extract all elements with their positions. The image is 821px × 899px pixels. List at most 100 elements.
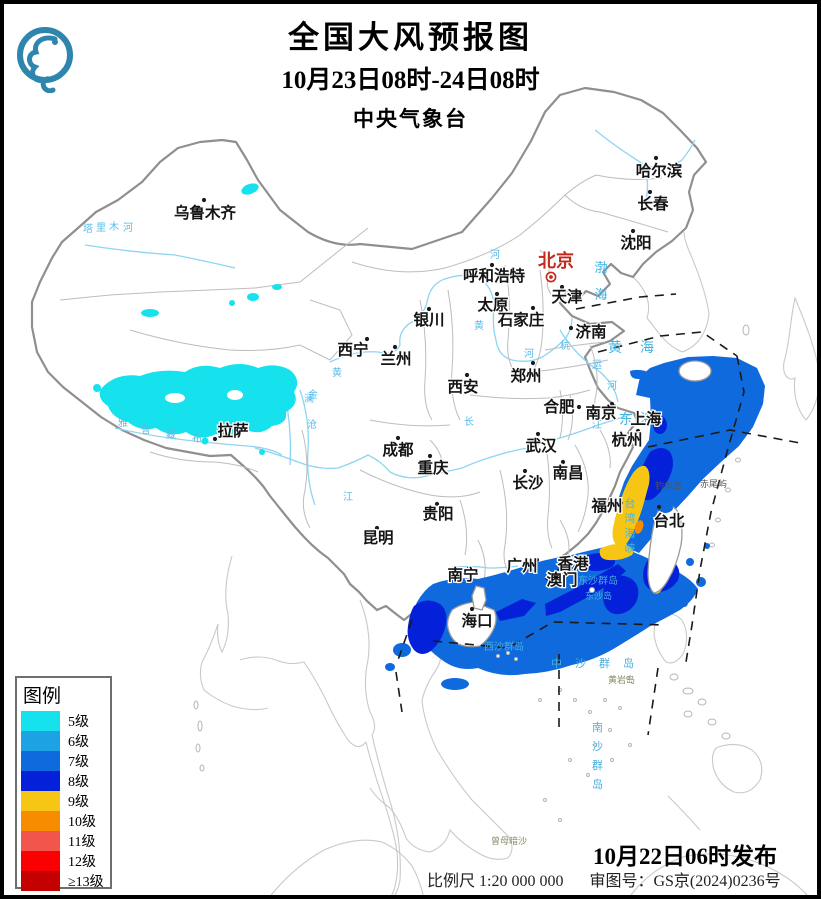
- city-dot: [655, 413, 661, 419]
- legend-swatch: [21, 851, 60, 871]
- legend-items: 5级 6级 7级 8级 9级 10级 11级 12级 ≥13级: [21, 711, 110, 891]
- page-title: 全国大风预报图: [288, 20, 533, 55]
- city-label: 南昌: [552, 463, 583, 482]
- city-dot: [576, 404, 582, 410]
- wind-area-level9-taiwan-strait: [612, 465, 650, 548]
- river-label: 澜: [304, 393, 314, 405]
- city-label: 重庆: [417, 458, 449, 477]
- wind-area-level10-spot: [634, 520, 644, 534]
- page-subtitle: 10月23日08时-24日08时: [281, 67, 540, 94]
- river-label: 金: [308, 388, 318, 401]
- city-dot: [534, 557, 540, 563]
- river-label: 塔: [83, 222, 93, 235]
- city-dot: [630, 228, 636, 234]
- city-label: 南宁: [447, 565, 478, 584]
- legend-swatch: [21, 871, 60, 891]
- legend-swatch: [21, 831, 60, 851]
- city-label: 哈尔滨: [636, 161, 683, 180]
- river-label: 沧: [307, 418, 317, 431]
- city-dot: [560, 459, 566, 465]
- city-dot: [427, 453, 433, 459]
- city-label: 天津: [551, 288, 583, 306]
- city-dot: [535, 431, 541, 437]
- city-dot: [618, 500, 624, 506]
- city-dot: [559, 284, 565, 290]
- city-label: 上海: [630, 409, 662, 428]
- city-dot: [530, 360, 536, 366]
- river-label: 江: [592, 419, 602, 431]
- river-label: 杭: [560, 339, 570, 352]
- legend-swatch: [21, 791, 60, 811]
- isl-label: 黄岩岛: [608, 674, 635, 685]
- legend-item-label: 10级: [68, 815, 96, 830]
- river-label: 河: [490, 249, 500, 261]
- approval-label: 审图号：GS京(2024)0236号: [589, 873, 781, 890]
- city-label: 昆明: [362, 529, 393, 547]
- river-label: 江: [343, 491, 353, 503]
- capital-label: 北京: [538, 250, 574, 271]
- city-dot: [434, 501, 440, 507]
- legend-item: 6级: [21, 731, 110, 751]
- river-labels-layer: 塔里木河黄河河黄金江长 江雅鲁藏布杭运河澜沧: [83, 221, 617, 503]
- sea-label: 渤海: [594, 260, 607, 302]
- river-label: 藏: [166, 429, 176, 441]
- city-dot: [212, 436, 218, 442]
- city-label: 西宁: [337, 340, 368, 359]
- legend-swatch: [21, 751, 60, 771]
- wind-area-level7-east-china-sea: [616, 356, 765, 553]
- city-dot: [466, 565, 472, 571]
- legend-item: 11级: [21, 831, 110, 851]
- river-label: 里: [96, 222, 106, 234]
- city-dot: [489, 262, 495, 268]
- river-label: 鲁: [141, 423, 151, 436]
- legend-item-label: 9级: [68, 795, 89, 810]
- legend-swatch: [21, 811, 60, 831]
- legend-item: 7级: [21, 751, 110, 771]
- city-label: 福州: [590, 496, 622, 515]
- city-label: 南京: [585, 403, 616, 422]
- city-dot: [635, 428, 641, 434]
- isl-label: 东沙群岛: [578, 574, 618, 587]
- city-label: 太原: [477, 295, 508, 314]
- city-dot: [609, 401, 615, 407]
- legend-item: 10级: [21, 811, 110, 831]
- river-label: 河: [607, 380, 617, 392]
- legend-item: 9级: [21, 791, 110, 811]
- legend-panel: 图例 5级 6级 7级 8级 9级 10级 11级 12级 ≥13级: [15, 676, 112, 891]
- river-label: 雅: [118, 416, 128, 429]
- cma-logo-icon: [15, 17, 75, 98]
- river-label: 黄: [332, 366, 342, 379]
- city-label: 贵阳: [422, 504, 453, 523]
- city-label: 广州: [506, 556, 537, 575]
- isl-label: 曾母暗沙: [491, 835, 527, 846]
- legend-swatch: [21, 731, 60, 751]
- city-dot: [544, 575, 550, 581]
- city-label: 乌鲁木齐: [174, 203, 237, 222]
- city-dot: [374, 525, 380, 531]
- city-dot: [201, 197, 207, 203]
- beijing-capital-icon: [549, 275, 553, 279]
- city-label: 香港: [557, 554, 589, 573]
- isl-label: 钓鱼岛: [655, 480, 682, 491]
- city-dot: [530, 305, 536, 311]
- city-dot: [647, 189, 653, 195]
- legend-item: ≥13级: [21, 871, 110, 891]
- legend-item-label: 6级: [68, 735, 89, 750]
- legend-item: 12级: [21, 851, 110, 871]
- city-dot: [464, 372, 470, 378]
- dashed-boundaries: [395, 293, 801, 736]
- river-label: 长: [464, 416, 474, 428]
- city-dot: [556, 568, 562, 574]
- foreign-coastlines: [193, 231, 820, 899]
- footer-meta: 比例尺 1:20 000 000 审图号：GS京(2024)0236号: [427, 867, 781, 891]
- legend-item-label: 8级: [68, 775, 89, 790]
- islands-layer: [446, 360, 712, 822]
- river-label: 布: [192, 433, 202, 445]
- isl-label: 西沙群岛: [484, 640, 524, 653]
- sea-label: 黄海: [608, 339, 672, 356]
- sea-label: 东海: [619, 412, 661, 428]
- city-label: 银川: [413, 310, 444, 329]
